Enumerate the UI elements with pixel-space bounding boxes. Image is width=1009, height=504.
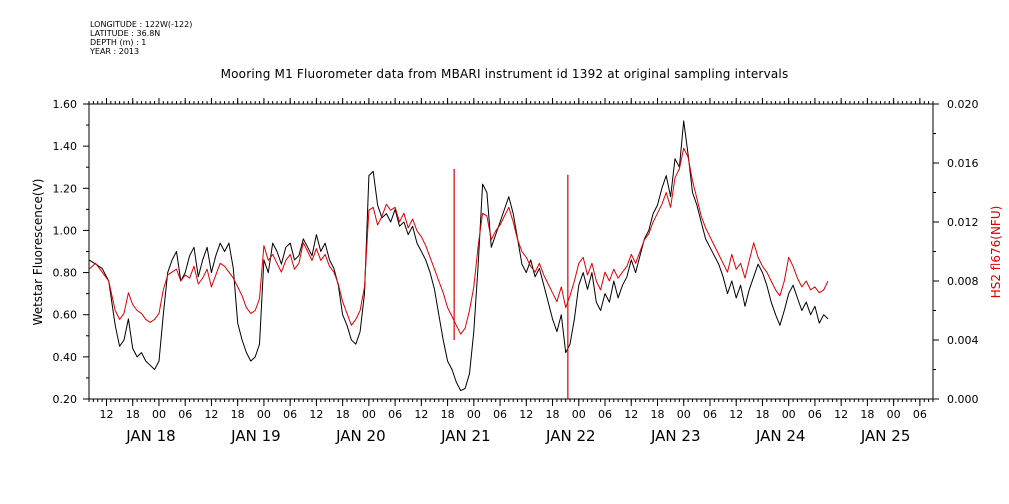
x-hour-label: 00 xyxy=(467,408,481,421)
x-hour-label: 00 xyxy=(572,408,586,421)
x-hour-label: 00 xyxy=(362,408,376,421)
x-hour-label: 12 xyxy=(99,408,113,421)
y-right-tick-label: 0.000 xyxy=(947,393,979,406)
x-hour-label: 18 xyxy=(546,408,560,421)
x-hour-label: 00 xyxy=(257,408,271,421)
x-hour-label: 00 xyxy=(782,408,796,421)
y-right-tick-label: 0.016 xyxy=(947,157,979,170)
metadata-block: LONGITUDE : 122W(-122) LATITUDE : 36.8N … xyxy=(90,20,192,56)
series-line-wetstar xyxy=(88,120,829,392)
x-hour-label: 00 xyxy=(152,408,166,421)
x-day-label: JAN 24 xyxy=(755,427,806,445)
y-left-tick-label: 0.60 xyxy=(53,309,78,322)
y-axis-right-label: HS2 fl676(NFU) xyxy=(989,206,1003,299)
x-hour-label: 18 xyxy=(336,408,350,421)
x-day-label: JAN 23 xyxy=(650,427,701,445)
x-hour-label: 06 xyxy=(493,408,507,421)
x-hour-label: 18 xyxy=(441,408,455,421)
x-hour-label: 18 xyxy=(650,408,664,421)
y-right-tick-label: 0.012 xyxy=(947,216,979,229)
y-left-tick-label: 0.80 xyxy=(53,267,78,280)
x-hour-label: 06 xyxy=(913,408,927,421)
x-day-label: JAN 20 xyxy=(335,427,386,445)
meta-year: YEAR : 2013 xyxy=(90,47,140,56)
axes-layer: 0.20 0.40 0.60 0.80 1.00 1.20 1.40 1.60 0.000 0.0… xyxy=(53,98,979,445)
x-hour-label: 18 xyxy=(860,408,874,421)
x-hour-label: 06 xyxy=(808,408,822,421)
y-left-tick-label: 1.40 xyxy=(53,140,78,153)
x-hour-label: 18 xyxy=(755,408,769,421)
x-hour-label: 06 xyxy=(178,408,192,421)
y-left-tick-label: 1.20 xyxy=(53,182,78,195)
meta-latitude: LATITUDE : 36.8N xyxy=(90,29,161,38)
chart-title: Mooring M1 Fluorometer data from MBARI i… xyxy=(220,67,789,81)
y-left-tick-label: 1.60 xyxy=(53,98,78,111)
meta-depth: DEPTH (m) : 1 xyxy=(90,38,147,47)
x-day-label: JAN 18 xyxy=(125,427,176,445)
x-hour-label: 06 xyxy=(283,408,297,421)
y-right-tick-label: 0.004 xyxy=(947,334,979,347)
x-hour-label: 18 xyxy=(126,408,140,421)
y-left-tick-label: 0.20 xyxy=(53,393,78,406)
series-layer xyxy=(88,120,829,399)
series-line-hs2 xyxy=(88,147,829,335)
y-left-tick-label: 1.00 xyxy=(53,224,78,237)
x-day-label: JAN 19 xyxy=(230,427,281,445)
plot-frame xyxy=(88,103,934,400)
x-hour-label: 12 xyxy=(309,408,323,421)
x-hour-label: 12 xyxy=(729,408,743,421)
x-hour-label: 12 xyxy=(414,408,428,421)
meta-longitude: LONGITUDE : 122W(-122) xyxy=(90,20,193,29)
x-hour-label: 00 xyxy=(677,408,691,421)
x-day-label: JAN 21 xyxy=(440,427,491,445)
x-hour-label: 06 xyxy=(388,408,402,421)
x-hour-label: 12 xyxy=(204,408,218,421)
y-right-tick-label: 0.008 xyxy=(947,275,979,288)
x-hour-label: 12 xyxy=(624,408,638,421)
x-hour-label: 12 xyxy=(834,408,848,421)
x-hour-label: 18 xyxy=(231,408,245,421)
x-hour-label: 06 xyxy=(598,408,612,421)
x-hour-label: 12 xyxy=(519,408,533,421)
x-hour-label: 06 xyxy=(703,408,717,421)
x-hour-label: 00 xyxy=(887,408,901,421)
y-left-tick-label: 0.40 xyxy=(53,351,78,364)
x-day-label: JAN 22 xyxy=(545,427,596,445)
x-day-label: JAN 25 xyxy=(860,427,911,445)
y-right-tick-label: 0.020 xyxy=(947,98,979,111)
y-axis-left-label: Wetstar Fluorescence(V) xyxy=(31,179,45,326)
